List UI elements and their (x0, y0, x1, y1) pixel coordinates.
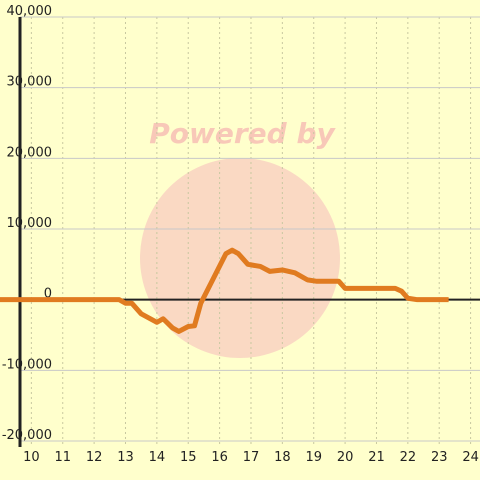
y-tick-label: 30,000 (7, 75, 53, 90)
x-tick-label: 13 (117, 450, 134, 465)
y-tick-label: 10,000 (7, 216, 53, 231)
series-line (0, 247, 449, 334)
x-tick-label: 19 (305, 450, 322, 465)
y-tick-label: -20,000 (2, 428, 52, 443)
y-tick-label: 40,000 (7, 4, 53, 19)
x-tick-label: 22 (400, 450, 417, 465)
watermark: Powered by (149, 117, 336, 150)
x-tick-label: 20 (337, 450, 354, 465)
y-tick-label: 20,000 (7, 145, 53, 160)
x-tick-label: 11 (54, 450, 71, 465)
x-tick-label: 15 (180, 450, 197, 465)
x-tick-label: 10 (23, 450, 40, 465)
x-tick-label: 16 (211, 450, 228, 465)
x-tick-label: 18 (274, 450, 291, 465)
y-tick-label: -10,000 (2, 357, 52, 372)
x-tick-label: 21 (368, 450, 385, 465)
x-tick-label: 14 (149, 450, 166, 465)
y-tick-label: 0 (44, 287, 52, 302)
x-tick-label: 23 (431, 450, 448, 465)
x-tick-label: 17 (243, 450, 260, 465)
x-tick-label: 12 (86, 450, 103, 465)
x-tick-label: 24 (462, 450, 479, 465)
